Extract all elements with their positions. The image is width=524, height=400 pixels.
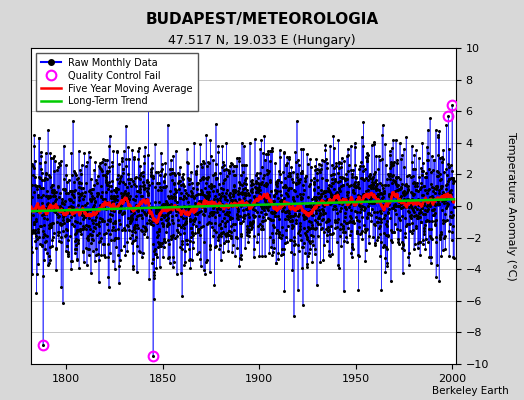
Text: 47.517 N, 19.033 E (Hungary): 47.517 N, 19.033 E (Hungary) (168, 34, 356, 47)
Legend: Raw Monthly Data, Quality Control Fail, Five Year Moving Average, Long-Term Tren: Raw Monthly Data, Quality Control Fail, … (36, 53, 198, 111)
Y-axis label: Temperature Anomaly (°C): Temperature Anomaly (°C) (506, 132, 516, 280)
Text: BUDAPEST/METEOROLOGIA: BUDAPEST/METEOROLOGIA (146, 12, 378, 27)
Text: Berkeley Earth: Berkeley Earth (432, 386, 508, 396)
